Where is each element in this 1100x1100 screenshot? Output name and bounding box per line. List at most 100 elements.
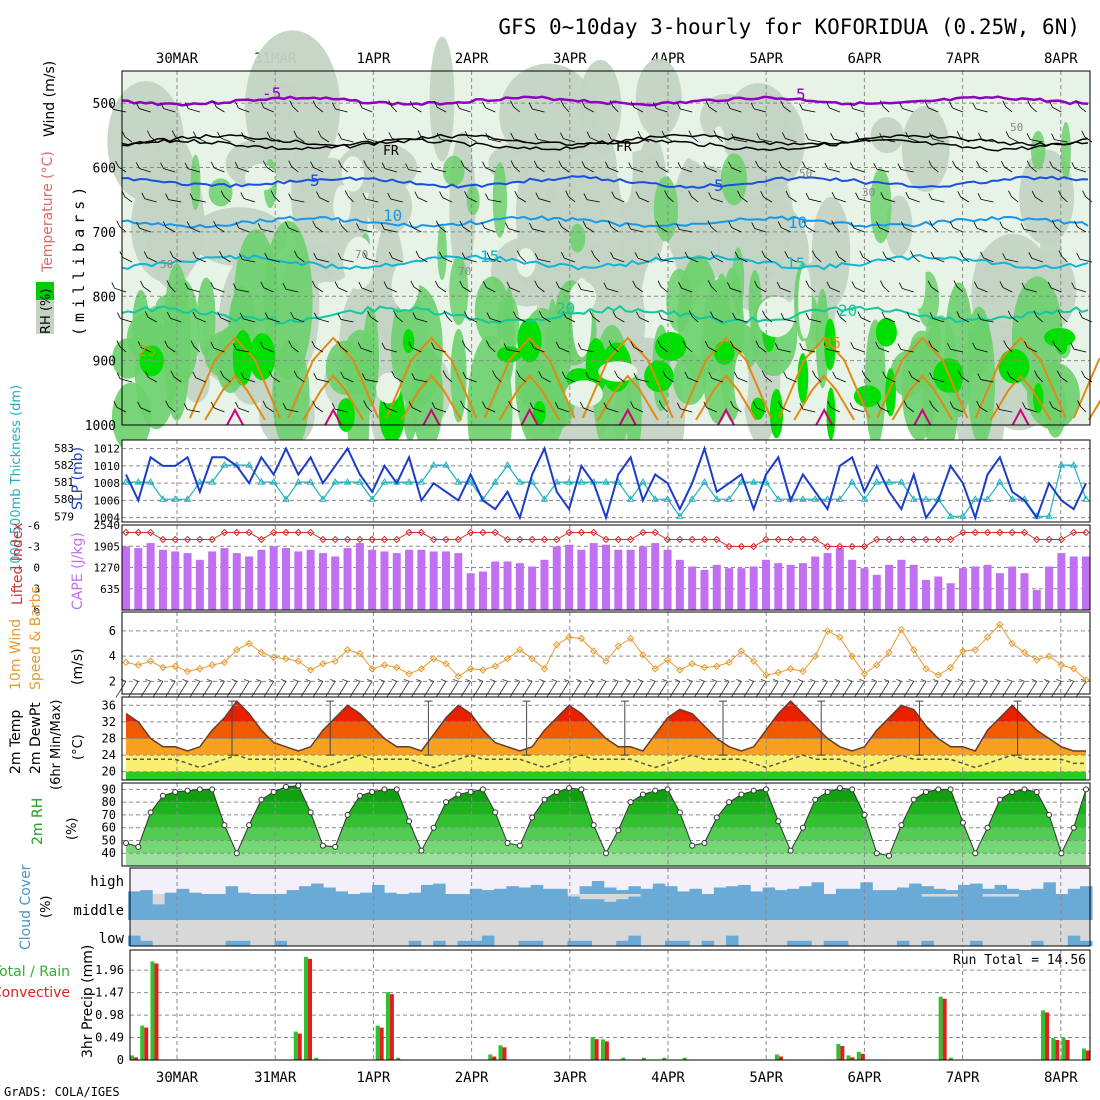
precip-bar-convective <box>389 994 394 1060</box>
wind-barb <box>311 340 324 353</box>
precip-bar-convective <box>134 1057 138 1060</box>
contour-label: -5 <box>262 84 281 103</box>
cape-bar <box>442 551 450 610</box>
wind-barb <box>560 251 576 263</box>
thickness-line <box>126 464 1087 518</box>
cloud-cover-bars <box>128 868 1093 946</box>
wind-barb <box>1058 250 1068 263</box>
cloud-bar-high <box>970 883 983 894</box>
wind10-point <box>356 649 364 658</box>
cloud-bar-high <box>311 883 324 894</box>
precip-bar-total <box>641 1057 646 1060</box>
rh2-point <box>578 786 585 793</box>
li-point <box>811 535 819 544</box>
wind-barb <box>827 401 841 413</box>
rh-blob-light <box>912 251 926 309</box>
wind-barb <box>1034 370 1044 383</box>
cloud-level-label: high <box>90 874 124 890</box>
cape-bar <box>1045 566 1054 610</box>
temp-tick: 28 <box>102 732 116 746</box>
wind10-barb <box>251 679 262 698</box>
wind-barb <box>805 133 822 143</box>
li-point <box>319 535 327 544</box>
wind-barb <box>684 251 699 263</box>
cloud-bar-middle <box>640 894 654 920</box>
wind10-barb <box>595 679 607 698</box>
wind-barb <box>293 130 305 143</box>
wind-barb <box>313 372 330 383</box>
cape-bar <box>712 564 721 610</box>
wind-barb <box>1081 370 1093 383</box>
cape-bar <box>860 568 869 610</box>
temp-tick: 20 <box>102 765 116 779</box>
wind-barb <box>240 192 256 203</box>
thickness-point <box>909 495 918 502</box>
cloud-bar-high <box>750 891 763 894</box>
precip-bar-convective <box>594 1039 599 1060</box>
cape-bar <box>245 556 254 610</box>
cloud-bar-low <box>616 940 629 946</box>
wind-barb <box>611 191 625 203</box>
wind10-barb <box>337 679 348 698</box>
cloud-bar-middle <box>384 894 397 920</box>
wind-barb <box>783 371 797 383</box>
thickness-point <box>220 461 229 468</box>
li-point <box>368 535 376 544</box>
wind10-point <box>368 665 376 673</box>
wind-barb <box>1070 342 1087 353</box>
wind-barb <box>849 162 865 173</box>
wind10-barb <box>1038 679 1050 698</box>
li-tick: 6 <box>33 604 40 617</box>
cloud-bar-high <box>335 891 348 894</box>
contour-10 <box>121 215 1089 229</box>
wind-barb <box>514 190 527 203</box>
wind-barb <box>160 162 176 173</box>
wind-barb <box>882 251 896 263</box>
rh2-point <box>233 850 240 857</box>
rh2m-ylabel: 2m RH <box>30 798 46 845</box>
cloud-bar-middle <box>567 896 580 920</box>
li-ylabel: Lifted Index <box>10 523 26 605</box>
thickness-point <box>712 495 721 502</box>
wind-barb <box>460 160 471 173</box>
wind-barb <box>239 312 256 323</box>
rh-blob-light <box>617 130 633 204</box>
precip-bar-convective <box>850 1057 855 1060</box>
wind10-point <box>602 657 610 665</box>
cloud-bar-middle <box>164 894 178 920</box>
cloud-bar-low <box>567 940 580 946</box>
wind-barb <box>604 161 619 173</box>
thickness-point <box>466 478 475 485</box>
wind-barb <box>737 190 748 203</box>
cloud-bar-middle <box>420 894 434 920</box>
cloud-bar-middle <box>225 894 239 920</box>
rh2-tick: 50 <box>102 833 116 847</box>
thickness-point <box>700 478 709 485</box>
rh2-tick: 60 <box>102 821 116 835</box>
wind-barb <box>232 343 250 353</box>
cape-bar <box>749 566 758 610</box>
wind10-barb <box>287 679 299 698</box>
cape-bar <box>688 566 697 610</box>
wind-barb <box>678 281 693 293</box>
cape-bar <box>897 559 906 610</box>
precip-bar-convective <box>379 1027 384 1060</box>
cloud-bar-high <box>1080 886 1093 894</box>
rh2-point <box>812 796 819 803</box>
wind10-barb <box>1026 679 1038 698</box>
rh-blob-light <box>569 281 597 313</box>
cloud-bar-middle <box>665 894 678 920</box>
wind-barb <box>910 250 920 263</box>
wind-barb <box>957 190 970 203</box>
wind-barb <box>778 401 791 413</box>
cloud-bar-middle <box>396 894 410 920</box>
wind-barb <box>337 313 354 323</box>
wind-barb <box>1003 340 1013 353</box>
wind-barb <box>676 223 693 233</box>
wind10-point <box>122 658 130 667</box>
wind10-point <box>688 660 696 668</box>
cloud-bar-middle <box>701 894 715 920</box>
rh2-point <box>566 785 573 792</box>
cloud-bar-low <box>921 940 934 946</box>
